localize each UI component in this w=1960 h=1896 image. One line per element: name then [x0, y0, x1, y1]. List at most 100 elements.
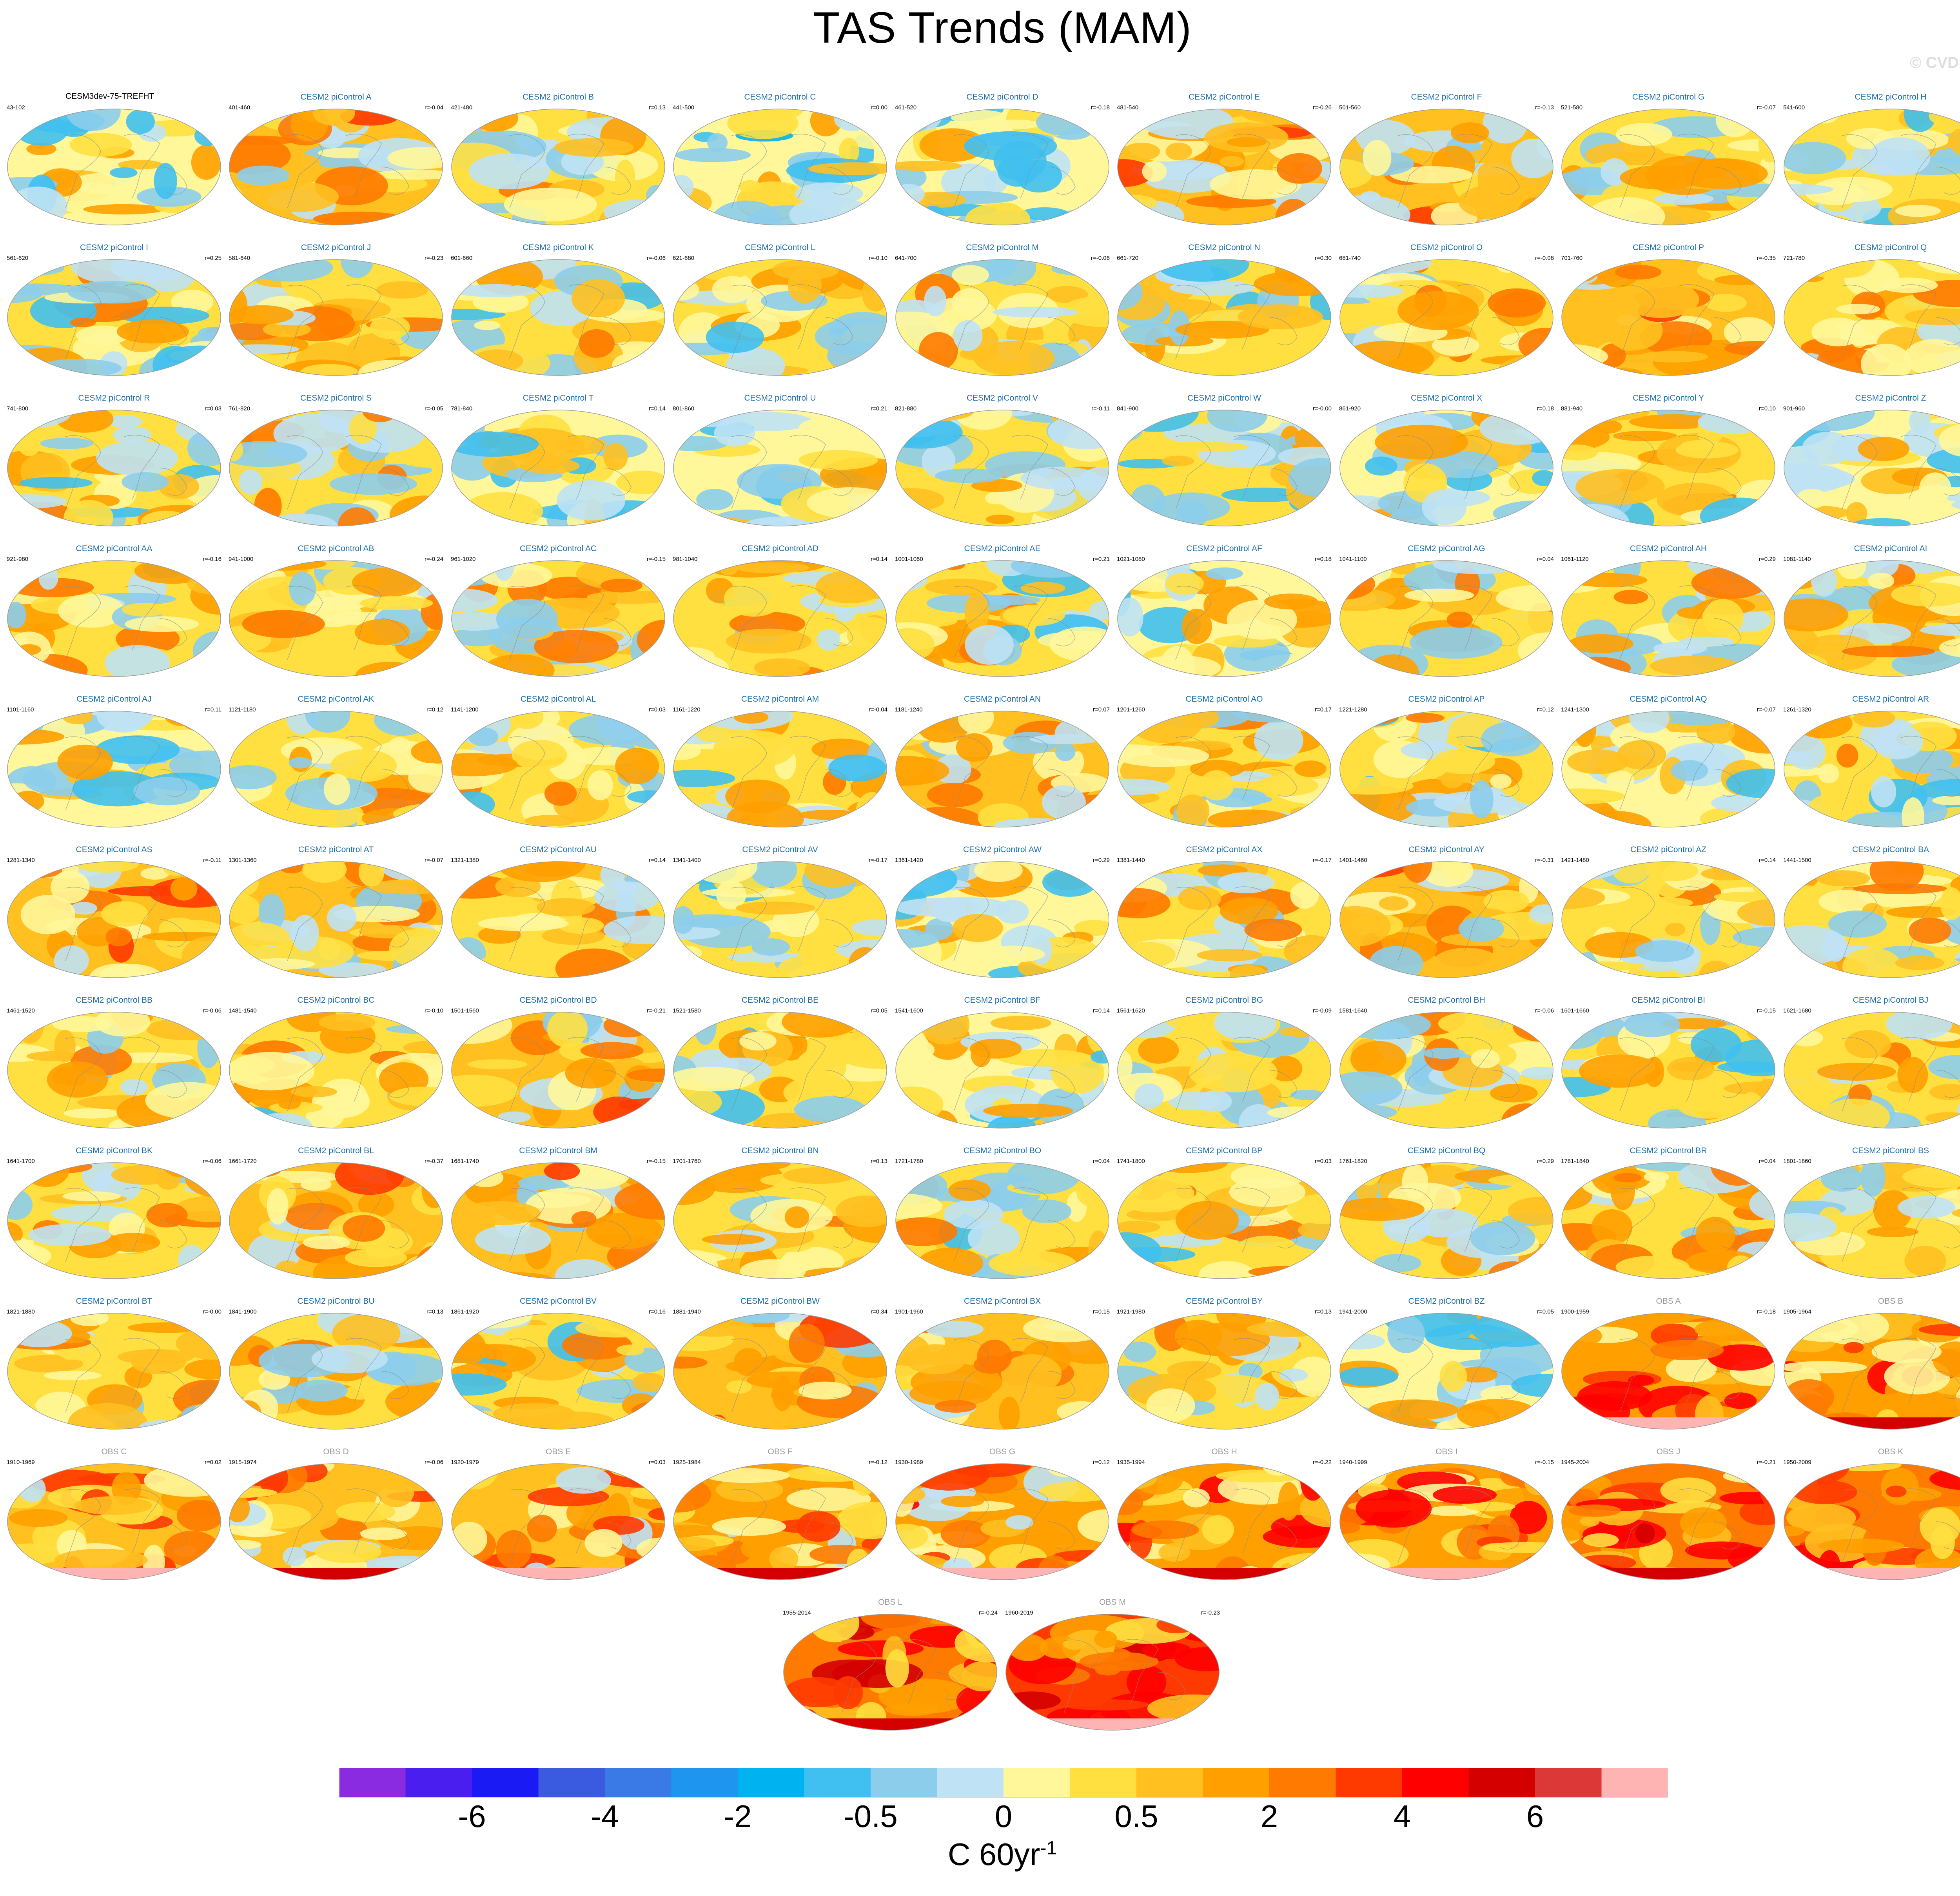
- trend-patch: [1229, 965, 1267, 978]
- trend-patch: [1925, 1112, 1960, 1124]
- trend-patch: [110, 167, 138, 178]
- trend-map: [1117, 109, 1331, 225]
- panel-correlation: r=0.21: [1093, 556, 1110, 562]
- map-panel: OBS G 1930-1989 r=0.12: [895, 1447, 1110, 1580]
- colorbar-bin: [804, 1768, 871, 1798]
- continent-outline: [1492, 1371, 1520, 1399]
- trend-map: [7, 109, 221, 225]
- trend-patch: [1938, 423, 1960, 457]
- continent-outline: [346, 284, 382, 349]
- trend-patch: [318, 1013, 376, 1031]
- trend-patch: [1402, 1163, 1428, 1200]
- continent-outline: [841, 1639, 877, 1714]
- trend-patch: [1340, 341, 1434, 376]
- trend-map: [1784, 861, 1960, 978]
- continent-outline: [124, 1488, 160, 1553]
- panel-period: 401-460: [229, 104, 250, 111]
- trend-patch: [1622, 281, 1699, 318]
- panel-correlation: r=-0.23: [1201, 1609, 1220, 1616]
- panel-correlation: r=-0.07: [1757, 104, 1776, 111]
- trend-map: [1561, 711, 1775, 827]
- continent-outline: [953, 887, 989, 961]
- panel-title: CESM2 piControl J: [301, 243, 371, 252]
- trend-patch: [1842, 645, 1935, 657]
- panel-period: 1201-1260: [1117, 706, 1145, 713]
- panel-correlation: r=0.03: [205, 405, 221, 412]
- continent-outline: [1269, 1371, 1298, 1399]
- continent-outline: [1842, 1489, 1878, 1563]
- trend-patch: [1471, 1049, 1500, 1069]
- panel-period: 1581-1640: [1339, 1007, 1367, 1014]
- trend-patch: [305, 711, 350, 733]
- trend-patch: [833, 889, 887, 906]
- trend-patch: [239, 470, 263, 495]
- trend-patch: [1739, 1092, 1763, 1119]
- trend-patch: [536, 898, 595, 916]
- continent-outline: [1842, 285, 1878, 359]
- trend-map: [1784, 259, 1960, 376]
- map-panel: OBS H 1935-1994 r=-0.22: [1117, 1447, 1332, 1580]
- continent-outline: [1122, 1639, 1158, 1704]
- trend-patch: [229, 1557, 261, 1580]
- trend-patch: [76, 325, 129, 345]
- trend-patch: [159, 474, 199, 499]
- trend-patch: [1279, 1368, 1308, 1382]
- panel-title: CESM2 piControl BJ: [1853, 996, 1929, 1005]
- panel-title: OBS K: [1878, 1447, 1904, 1456]
- trend-patch: [1837, 561, 1866, 579]
- trend-patch: [7, 410, 38, 431]
- trend-patch: [1175, 1201, 1239, 1240]
- trend-patch: [154, 163, 177, 199]
- trend-patch: [615, 160, 635, 196]
- polar-band: [896, 1568, 1109, 1580]
- trend-map: [229, 1162, 443, 1279]
- trend-patch: [948, 1179, 991, 1201]
- trend-patch: [101, 901, 148, 927]
- trend-patch: [925, 579, 998, 595]
- trend-patch: [1158, 1543, 1191, 1562]
- continent-outline: [65, 1188, 101, 1262]
- trend-patch: [1908, 918, 1951, 944]
- trend-patch: [795, 1048, 847, 1085]
- map-outline: [895, 1162, 1109, 1279]
- trend-patch: [628, 711, 659, 728]
- trend-patch: [26, 143, 56, 155]
- panel-period: 841-900: [1117, 405, 1139, 412]
- trend-patch: [229, 1052, 315, 1090]
- continent-outline: [1842, 1188, 1878, 1262]
- trend-patch: [1175, 1647, 1219, 1671]
- trend-patch: [956, 733, 993, 762]
- panel-title: CESM2 piControl O: [1410, 243, 1483, 252]
- trend-patch: [632, 1373, 665, 1392]
- continent-outline: [1047, 167, 1076, 195]
- trend-patch: [1811, 318, 1865, 347]
- panel-period: 1221-1280: [1339, 706, 1367, 713]
- continent-outline: [603, 468, 632, 496]
- trend-map: [895, 560, 1109, 677]
- trend-patch: [58, 594, 125, 628]
- map-outline: [895, 711, 1109, 827]
- trend-patch: [1749, 1188, 1775, 1220]
- continent-outline: [124, 886, 160, 951]
- trend-map: [1561, 1313, 1775, 1430]
- map-outline: [673, 711, 887, 827]
- panel-period: 1761-1820: [1339, 1158, 1367, 1165]
- panel-correlation: r=-0.15: [1757, 1007, 1776, 1014]
- map-panel: CESM2 piControl BH 1581-1640 r=-0.06: [1339, 996, 1554, 1129]
- map-panel: CESM2 piControl K 601-660 r=-0.06: [451, 243, 666, 376]
- panel-title: CESM2 piControl BY: [1185, 1297, 1263, 1306]
- trend-patch: [1508, 1197, 1553, 1225]
- map-outline: [1784, 711, 1960, 827]
- trend-patch: [562, 1330, 632, 1360]
- panel-title: CESM2 piControl BF: [964, 996, 1041, 1005]
- trend-patch: [1458, 916, 1504, 942]
- trend-patch: [1911, 1214, 1960, 1235]
- map-outline: [229, 560, 443, 677]
- colorbar-bin: [671, 1768, 738, 1798]
- trend-patch: [1635, 1523, 1655, 1544]
- trend-patch: [1927, 447, 1960, 474]
- trend-patch: [283, 1546, 307, 1566]
- colorbar-bin: [339, 1768, 406, 1798]
- trend-patch: [750, 862, 797, 888]
- trend-patch: [974, 862, 1023, 882]
